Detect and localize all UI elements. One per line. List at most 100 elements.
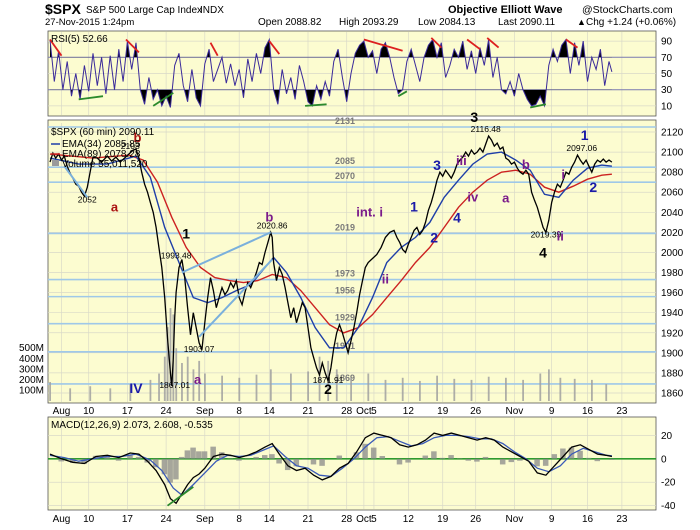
x-tick-label: 17 xyxy=(122,514,134,525)
rsi-legend: RSI(5) 52.66 xyxy=(51,34,108,45)
trendline xyxy=(125,38,140,54)
x-tick-label: 23 xyxy=(616,514,628,525)
macd-histogram-bar xyxy=(405,458,411,463)
macd-histogram-bar xyxy=(379,456,386,459)
header-date: 27-Nov-2015 1:24pm xyxy=(45,17,134,28)
macd-histogram-bar xyxy=(219,452,225,459)
wave-label: b xyxy=(522,157,530,172)
macd-histogram-bar xyxy=(161,458,168,475)
macd-histogram-bar xyxy=(210,446,216,459)
macd-histogram-bar xyxy=(81,458,87,465)
macd-tick-label: -20 xyxy=(661,478,676,489)
change-arrow-icon: ▲ xyxy=(577,17,586,27)
rsi-overbought-fill xyxy=(50,39,602,58)
volume-bar xyxy=(158,373,160,401)
price-legend: $SPX (60 min) 2090.11 xyxy=(51,127,155,138)
volume-bar xyxy=(175,348,178,401)
volume-bar xyxy=(109,388,112,401)
price-tick-label: 1920 xyxy=(661,328,684,339)
x-tick-label: Oct xyxy=(356,406,372,417)
trendline xyxy=(363,38,403,52)
volume-bar xyxy=(384,379,387,401)
x-tick-label: Sep xyxy=(196,406,214,417)
wave-label: b xyxy=(265,209,273,224)
price-tick-label: 1980 xyxy=(661,268,684,279)
macd-line xyxy=(49,432,613,505)
level-label: 1973 xyxy=(335,269,355,279)
macd-histogram-bar xyxy=(269,454,275,459)
trendline xyxy=(530,103,547,109)
volume-bar xyxy=(192,369,195,401)
macd-histogram-bar xyxy=(104,456,110,459)
x-tick-label: 26 xyxy=(470,406,482,417)
macd-histogram-bar xyxy=(201,451,208,459)
price-value-label: 1867.01 xyxy=(159,380,190,390)
volume-bar xyxy=(269,369,272,401)
wave-label: ii xyxy=(557,228,564,243)
macd-histogram-bar xyxy=(178,456,185,459)
volume-bar xyxy=(318,356,321,401)
volume-bar xyxy=(548,369,550,401)
price-tick-label: 2000 xyxy=(661,248,684,259)
level-label: 2085 xyxy=(335,156,355,166)
x-tick-label: 8 xyxy=(236,514,242,525)
macd-histogram-bar xyxy=(302,458,308,460)
x-tick-label: Sep xyxy=(196,514,214,525)
x-tick-label: 16 xyxy=(582,514,594,525)
macd-histogram-bar xyxy=(431,451,437,459)
source-credit: @StockCharts.com xyxy=(582,4,673,16)
volume-bar xyxy=(573,378,576,401)
trendline xyxy=(78,95,104,101)
macd-tick-label: 0 xyxy=(661,454,667,465)
volume-bar xyxy=(69,388,72,401)
wave-label: 1 xyxy=(581,127,589,143)
quote-last: Last 2090.11 xyxy=(498,17,556,28)
trendlines xyxy=(49,37,579,507)
volume-bar xyxy=(186,356,189,401)
macd-histogram-bar xyxy=(474,458,480,462)
level-label: 1956 xyxy=(335,286,355,296)
volume-bar xyxy=(605,384,608,401)
x-tick-label: 14 xyxy=(264,406,276,417)
wave-label: 4 xyxy=(539,244,547,260)
x-tick-label: 26 xyxy=(470,514,482,525)
price-value-label: 1993.48 xyxy=(161,250,192,260)
macd-histogram-bar xyxy=(293,458,300,467)
wave-label: i xyxy=(561,167,565,182)
volume-bar xyxy=(89,386,92,401)
trendline xyxy=(305,103,327,107)
x-tick-label: 17 xyxy=(122,406,134,417)
x-tick-label: 14 xyxy=(264,514,276,525)
volume-bar xyxy=(169,308,172,401)
x-tick-label: Nov xyxy=(506,406,524,417)
macd-histogram-bar xyxy=(542,458,549,466)
volume-bar xyxy=(559,377,562,401)
volume-swatch xyxy=(52,160,59,166)
wave-label: 1 xyxy=(410,198,418,214)
wave-label: int. i xyxy=(356,204,383,219)
macd-histogram-bar xyxy=(551,454,558,459)
macd-histogram-bar xyxy=(465,458,472,461)
macd-histogram-bar xyxy=(115,458,122,461)
price-value-label: 2116.48 xyxy=(471,124,501,134)
quote-high: High 2093.29 xyxy=(339,17,399,28)
x-tick-label: 21 xyxy=(302,406,314,417)
volume-bar xyxy=(181,363,183,401)
price-value-label: 2020.86 xyxy=(257,220,288,230)
x-tick-label: 9 xyxy=(549,406,555,417)
wave-label: 3 xyxy=(433,157,441,173)
macd-histogram-bar xyxy=(135,456,142,459)
volume-bar xyxy=(436,375,438,401)
macd-histogram-bar xyxy=(173,458,179,480)
price-tick-label: 1880 xyxy=(661,368,684,379)
price-value-label: 1903.07 xyxy=(184,344,215,354)
wave-label: a xyxy=(502,190,510,205)
index-name: S&P 500 Large Cap Index xyxy=(86,5,202,16)
quote-change: Chg +1.24 (+0.06%) xyxy=(586,17,676,28)
wave-label: 2 xyxy=(430,229,438,245)
price-value-label: 2052 xyxy=(78,194,97,204)
rsi-tick-label: 90 xyxy=(661,37,673,48)
trendline xyxy=(268,40,281,55)
volume-bar xyxy=(238,377,241,401)
